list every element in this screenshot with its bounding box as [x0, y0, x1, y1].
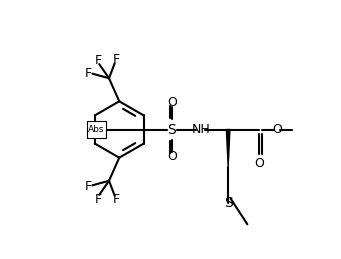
Text: F: F — [95, 54, 102, 67]
Text: Abs: Abs — [88, 125, 105, 134]
Text: O: O — [254, 157, 264, 170]
Text: O: O — [272, 123, 282, 136]
Text: F: F — [95, 193, 102, 206]
Polygon shape — [226, 130, 230, 167]
Text: NH: NH — [191, 123, 210, 136]
Text: O: O — [167, 96, 177, 109]
Text: O: O — [167, 150, 177, 163]
Text: F: F — [85, 67, 92, 80]
FancyBboxPatch shape — [87, 121, 106, 138]
Text: F: F — [113, 53, 120, 66]
Text: S: S — [167, 123, 176, 136]
Text: F: F — [85, 180, 92, 193]
Text: F: F — [113, 193, 120, 206]
Text: S: S — [224, 196, 233, 210]
